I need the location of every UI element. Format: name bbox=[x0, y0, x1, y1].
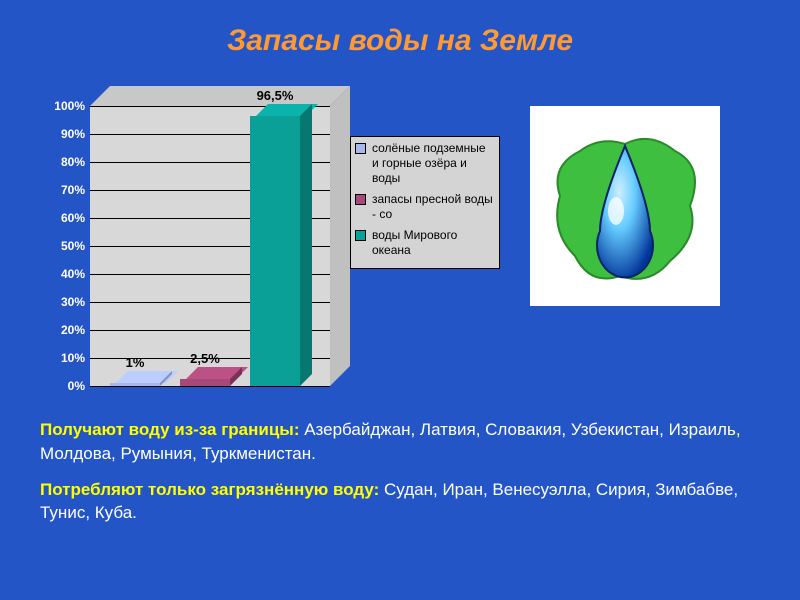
y-axis-label: 20% bbox=[61, 323, 85, 337]
bar bbox=[180, 379, 230, 386]
info-paragraph: Потребляют только загрязнённую воду: Суд… bbox=[40, 478, 760, 526]
legend-text: солёные подземные и горные озёра и воды bbox=[372, 141, 495, 186]
page-title: Запасы воды на Земле bbox=[0, 0, 800, 58]
bar bbox=[250, 116, 300, 386]
legend-item: запасы пресной воды - со bbox=[355, 192, 495, 222]
y-axis-label: 40% bbox=[61, 267, 85, 281]
legend-swatch bbox=[355, 194, 366, 205]
y-axis-label: 50% bbox=[61, 239, 85, 253]
y-axis-label: 100% bbox=[54, 99, 85, 113]
legend-item: воды Мирового океана bbox=[355, 228, 495, 258]
text-block: Получают воду из-за границы: Азербайджан… bbox=[0, 406, 800, 525]
legend-item: солёные подземные и горные озёра и воды bbox=[355, 141, 495, 186]
bar-front bbox=[110, 383, 160, 386]
info-paragraph: Получают воду из-за границы: Азербайджан… bbox=[40, 418, 760, 466]
bar-value-label: 96,5% bbox=[245, 88, 305, 103]
bar-front bbox=[250, 116, 300, 386]
legend-swatch bbox=[355, 143, 366, 154]
bar-side bbox=[300, 104, 312, 386]
legend-swatch bbox=[355, 230, 366, 241]
content-row: 0% 10% 20% 30% 40% 50% 60% 70% 80% 90% 100% солёны… bbox=[0, 58, 800, 406]
bar-chart: 0% 10% 20% 30% 40% 50% 60% 70% 80% 90% 100% солёны… bbox=[30, 76, 510, 406]
legend-text: запасы пресной воды - со bbox=[372, 192, 495, 222]
y-axis-label: 0% bbox=[68, 379, 85, 393]
paragraph-label: Получают воду из-за границы: bbox=[40, 420, 299, 439]
legend-text: воды Мирового океана bbox=[372, 228, 495, 258]
paragraph-label: Потребляют только загрязнённую воду: bbox=[40, 480, 379, 499]
legend: солёные подземные и горные озёра и воды з… bbox=[350, 136, 500, 269]
y-axis-label: 30% bbox=[61, 295, 85, 309]
bar-front bbox=[180, 379, 230, 386]
y-axis-label: 80% bbox=[61, 155, 85, 169]
bar bbox=[110, 383, 160, 386]
bar-value-label: 2,5% bbox=[175, 351, 235, 366]
y-axis-label: 10% bbox=[61, 351, 85, 365]
y-axis-label: 60% bbox=[61, 211, 85, 225]
water-drop-image bbox=[530, 106, 720, 306]
y-axis-label: 90% bbox=[61, 127, 85, 141]
gridline bbox=[90, 386, 330, 387]
bar-value-label: 1% bbox=[105, 355, 165, 370]
y-axis-label: 70% bbox=[61, 183, 85, 197]
